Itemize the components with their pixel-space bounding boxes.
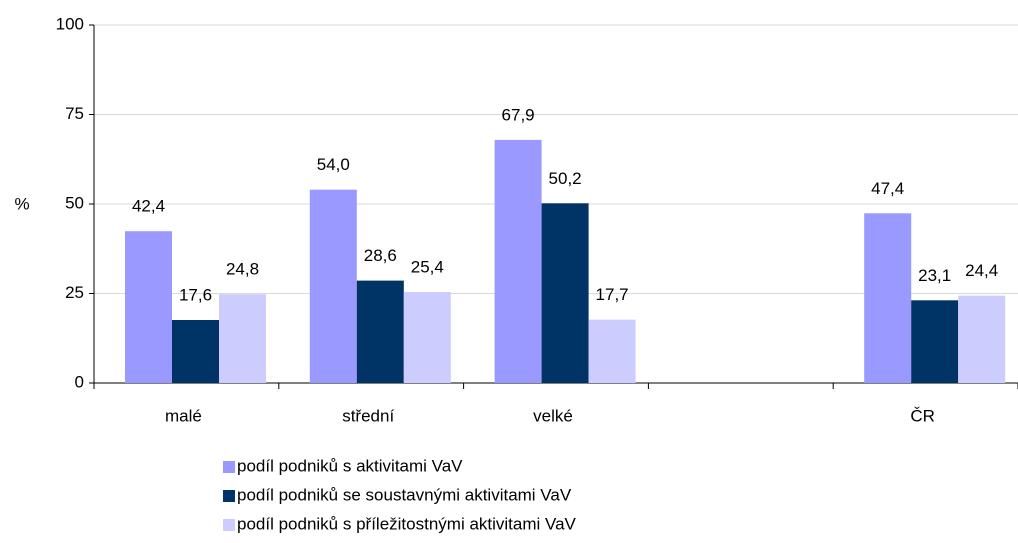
value-label: 24,8 <box>226 260 259 279</box>
bar <box>356 280 404 383</box>
legend-swatch <box>223 490 235 502</box>
value-label: 17,6 <box>179 285 212 304</box>
bar <box>309 189 357 383</box>
value-label: 23,1 <box>918 266 951 285</box>
y-tick-label: 75 <box>65 104 84 123</box>
bar <box>911 300 959 383</box>
value-label: 24,4 <box>965 261 998 280</box>
bar <box>588 319 636 383</box>
value-label: 67,9 <box>502 105 535 124</box>
legend-swatch <box>223 519 235 531</box>
y-axis-label: % <box>14 194 29 213</box>
y-tick-label: 50 <box>65 193 84 212</box>
value-label: 50,2 <box>549 169 582 188</box>
legend-label: podíl podniků s aktivitami VaV <box>237 456 463 475</box>
value-label: 28,6 <box>364 246 397 265</box>
bar <box>403 292 451 383</box>
value-label: 17,7 <box>596 285 629 304</box>
bar <box>864 213 912 383</box>
value-label: 25,4 <box>411 258 444 277</box>
bar <box>494 139 542 383</box>
value-label: 42,4 <box>132 197 165 216</box>
y-tick-label: 25 <box>65 283 84 302</box>
x-tick-label: střední <box>342 406 394 425</box>
x-tick-label: malé <box>165 406 202 425</box>
bar <box>172 319 219 383</box>
x-tick-label: ČR <box>910 406 935 425</box>
bar <box>125 231 172 383</box>
value-label: 47,4 <box>871 179 904 198</box>
bar <box>219 294 266 383</box>
value-label: 54,0 <box>317 155 350 174</box>
y-tick-label: 0 <box>75 372 84 391</box>
legend-label: podíl podniků se soustavnými aktivitami … <box>237 485 572 504</box>
legend-label: podíl podniků s příležitostnými aktivita… <box>237 514 577 533</box>
bar <box>958 295 1006 383</box>
y-tick-label: 100 <box>56 14 84 33</box>
x-tick-label: velké <box>533 406 573 425</box>
legend-swatch <box>223 461 235 473</box>
bar <box>541 203 589 383</box>
